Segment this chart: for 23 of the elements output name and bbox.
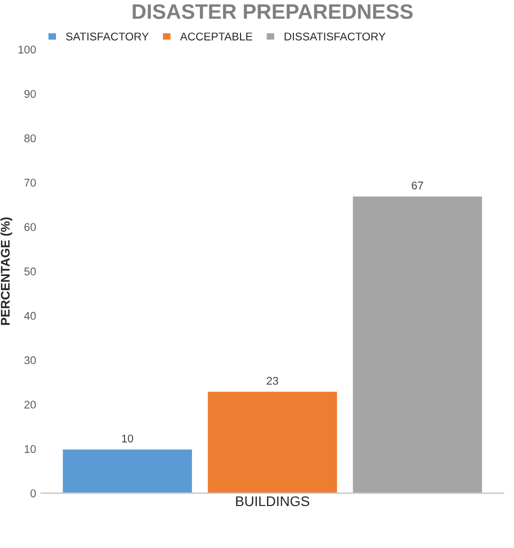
y-tick-label: 10: [24, 445, 36, 453]
legend-label: SATISFACTORY: [66, 32, 149, 40]
y-tick-label: 80: [24, 134, 36, 142]
data-label: 23: [266, 376, 278, 385]
y-tick-label: 0: [30, 489, 36, 498]
y-tick-label: 70: [24, 178, 36, 187]
y-tick-label: 90: [24, 90, 36, 98]
bar: [351, 195, 484, 494]
legend-label: DISSATISFACTORY: [284, 32, 386, 40]
chart-title: DISASTER PREPAREDNESS: [132, 4, 413, 19]
y-tick-label: 30: [24, 356, 36, 364]
bar: [61, 448, 194, 494]
bar: [206, 390, 338, 494]
x-tick-label: BUILDINGS: [236, 496, 310, 506]
legend-label: ACCEPTABLE: [180, 32, 252, 40]
y-tick-label: 100: [18, 46, 36, 54]
data-label: 67: [412, 182, 424, 190]
y-tick-label: 50: [24, 268, 36, 276]
y-tick-label: 60: [24, 223, 36, 232]
y-tick-label: 40: [24, 312, 36, 320]
data-label: 10: [122, 434, 134, 442]
y-tick-label: 20: [24, 400, 36, 409]
y-axis-title: PERCENTAGE (%): [0, 217, 12, 325]
